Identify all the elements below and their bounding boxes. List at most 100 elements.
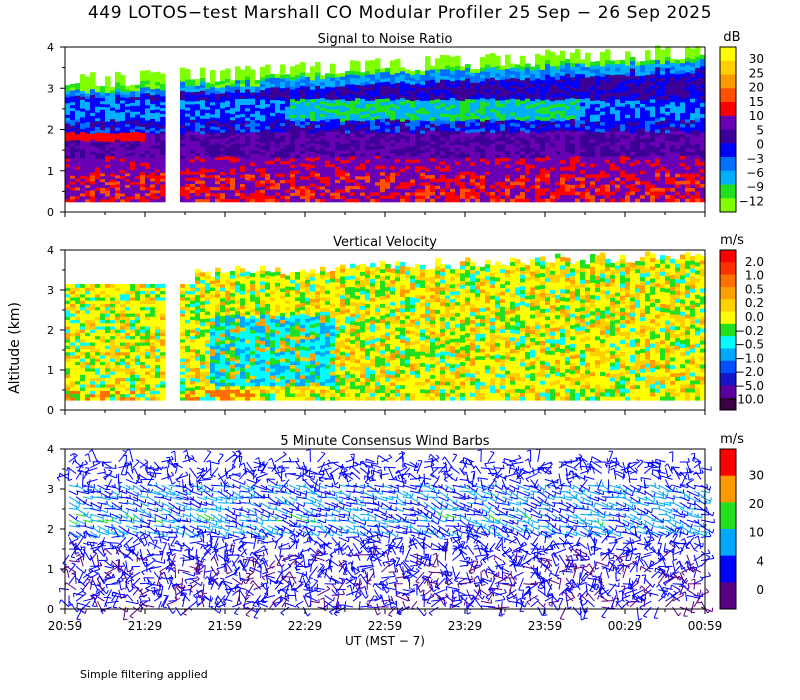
snr-cell: [595, 75, 601, 80]
snr-cell: [690, 108, 696, 114]
snr-cell: [630, 122, 636, 127]
snr-cell: [510, 70, 516, 75]
snr-cell: [145, 141, 151, 145]
snr-cell: [585, 132, 591, 137]
snr-cell: [555, 194, 561, 199]
snr-cell: [345, 83, 351, 88]
snr-cell: [235, 142, 241, 146]
snr-cell: [230, 156, 236, 160]
snr-cell: [105, 103, 111, 108]
snr-cell: [575, 123, 581, 128]
snr-cell: [115, 103, 121, 107]
snr-cell: [140, 147, 146, 152]
snr-cell: [250, 155, 256, 160]
snr-cell: [285, 99, 291, 104]
snr-cell: [575, 77, 581, 82]
snr-cell: [645, 78, 651, 83]
snr-cell: [320, 110, 326, 114]
snr-cell: [120, 155, 126, 159]
snr-cell: [240, 189, 246, 194]
snr-cell: [330, 198, 336, 203]
snr-cell: [615, 148, 621, 153]
snr-cell: [270, 118, 276, 123]
snr-cell: [70, 151, 76, 156]
snr-cell: [650, 187, 656, 192]
snr-cell: [370, 152, 376, 157]
snr-cell: [515, 95, 521, 100]
snr-cell: [80, 166, 86, 171]
snr-cell: [140, 87, 146, 91]
snr-cell: [580, 87, 586, 93]
snr-cell: [335, 185, 341, 190]
snr-cell: [625, 191, 631, 196]
snr-cell: [115, 168, 121, 173]
snr-cell: [485, 91, 491, 97]
snr-cell: [655, 84, 661, 90]
snr-cell: [610, 169, 616, 175]
snr-cell: [445, 181, 451, 186]
snr-cell: [350, 178, 356, 183]
snr-cell: [120, 140, 126, 145]
snr-cell: [275, 112, 281, 117]
snr-cell: [160, 122, 166, 126]
snr-cell: [155, 132, 161, 137]
snr-cell: [90, 115, 96, 119]
snr-cell: [185, 82, 191, 87]
snr-cell: [635, 72, 641, 77]
snr-cell: [255, 86, 261, 90]
snr-cell: [110, 104, 116, 108]
snr-cell: [310, 101, 316, 106]
snr-cell: [465, 112, 471, 117]
snr-cell: [215, 81, 221, 86]
snr-cell: [140, 114, 146, 118]
snr-cell: [140, 129, 146, 133]
snr-cell: [265, 185, 271, 190]
snr-cell: [555, 113, 561, 118]
snr-cell: [535, 146, 541, 151]
snr-cell: [355, 81, 361, 86]
snr-cell: [330, 179, 336, 184]
snr-cell: [515, 167, 521, 172]
snr-cell: [260, 92, 266, 97]
snr-cell: [600, 107, 606, 112]
snr-cell: [235, 176, 241, 181]
snr-cell: [325, 188, 331, 193]
snr-cell: [290, 136, 296, 140]
snr-cell: [270, 144, 276, 148]
snr-cell: [360, 94, 366, 99]
snr-cell: [65, 163, 71, 168]
snr-cell: [625, 135, 631, 140]
snr-cell: [125, 190, 131, 194]
snr-cell: [275, 176, 281, 180]
snr-cell: [305, 108, 311, 113]
snr-cell: [200, 84, 206, 88]
snr-cell: [335, 166, 341, 171]
snr-cell: [85, 150, 91, 154]
snr-cell: [345, 126, 351, 131]
snr-cell: [675, 187, 681, 192]
snr-cell: [585, 167, 591, 172]
snr-cell: [365, 195, 371, 200]
snr-cell: [255, 119, 261, 124]
snr-cell: [635, 156, 641, 161]
snr-cell: [340, 79, 346, 84]
snr-cell: [190, 143, 196, 148]
snr-cell: [115, 85, 121, 89]
snr-cell: [260, 80, 266, 84]
snr-cell: [270, 89, 276, 94]
snr-cell: [365, 119, 371, 124]
snr-cell: [375, 108, 381, 113]
snr-cell: [680, 162, 686, 167]
snr-cell: [375, 158, 381, 163]
snr-cell: [120, 75, 126, 86]
snr-cell: [115, 171, 121, 176]
snr-cell: [495, 82, 501, 87]
snr-cell: [230, 125, 236, 130]
snr-cell: [65, 195, 71, 200]
snr-cell: [205, 195, 211, 200]
snr-cell: [660, 162, 666, 167]
snr-cell: [190, 149, 196, 154]
snr-cell: [365, 139, 371, 144]
snr-cell: [230, 83, 236, 87]
snr-cell: [245, 138, 251, 143]
